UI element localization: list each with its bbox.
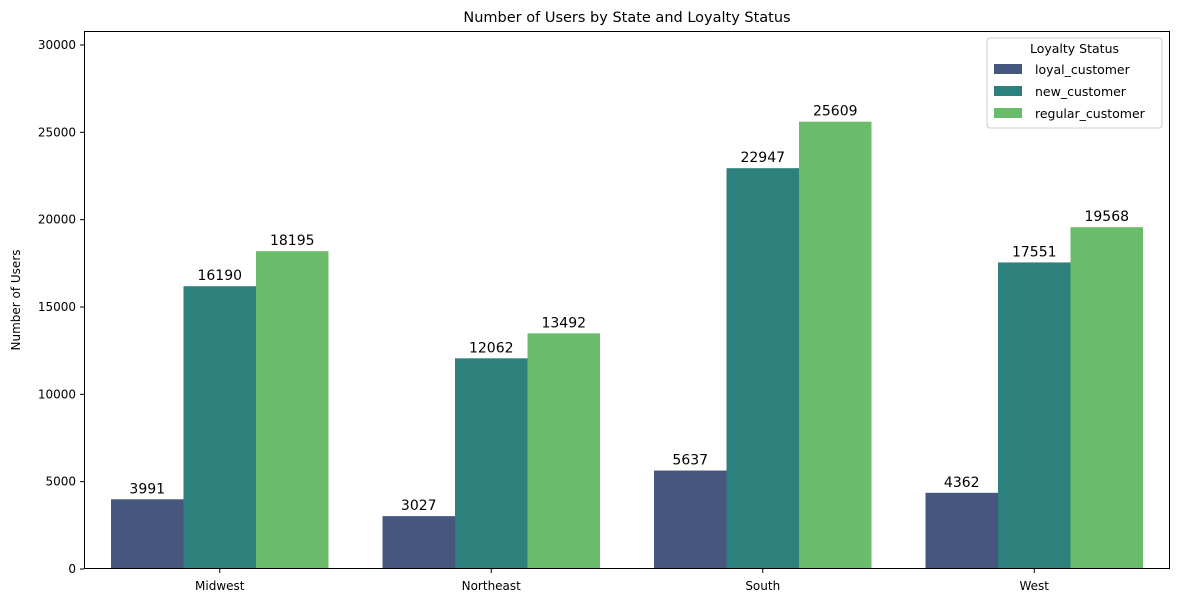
- data-labels-group: 3991 16190 18195 3027 12062 13492 5637 22947 256…: [129, 104, 1129, 514]
- data-label: 17551: [1012, 244, 1057, 260]
- bar-regular_customer: [799, 121, 872, 570]
- y-tick-label: 5000: [45, 475, 76, 489]
- chart-title: Number of Users by State and Loyalty Sta…: [463, 10, 790, 26]
- legend-label-regular_customer: regular_customer: [1035, 106, 1146, 121]
- bar-loyal_customer: [382, 516, 455, 569]
- legend-swatch-regular_customer: [994, 108, 1022, 118]
- legend: Loyalty Status loyal_customer new_customer…: [986, 37, 1163, 129]
- legend-swatch-loyal_customer: [994, 64, 1022, 74]
- bar-new_customer: [455, 358, 528, 569]
- bar-new_customer: [998, 262, 1071, 569]
- y-tick-label: 0: [68, 562, 76, 576]
- data-label: 25609: [813, 104, 858, 120]
- data-label: 19568: [1084, 209, 1129, 225]
- plot-frame: [84, 31, 1170, 569]
- x-axis: Midwest Northeast South West: [195, 569, 1049, 593]
- legend-label-loyal_customer: loyal_customer: [1035, 62, 1131, 77]
- legend-title: Loyalty Status: [1030, 41, 1119, 56]
- legend-label-new_customer: new_customer: [1035, 84, 1127, 99]
- bar-loyal_customer: [111, 499, 184, 569]
- legend-box: [986, 37, 1163, 129]
- bar-regular_customer: [527, 333, 600, 569]
- y-tick-label: 10000: [38, 387, 76, 401]
- data-label: 3027: [401, 498, 437, 514]
- y-axis: 0 5000 10000 15000 20000 25000 30000: [38, 38, 84, 576]
- y-tick-label: 25000: [38, 125, 76, 139]
- data-label: 18195: [270, 233, 315, 249]
- legend-swatch-new_customer: [994, 86, 1022, 96]
- bar-loyal_customer: [925, 492, 998, 569]
- data-label: 22947: [740, 150, 785, 166]
- x-tick-label: South: [745, 579, 780, 593]
- bar-regular_customer: [256, 251, 329, 569]
- y-tick-label: 30000: [38, 38, 76, 52]
- data-label: 4362: [944, 475, 980, 491]
- x-tick-label: West: [1019, 579, 1049, 593]
- x-tick-label: Northeast: [462, 579, 522, 593]
- y-tick-label: 15000: [38, 300, 76, 314]
- data-label: 16190: [197, 268, 242, 284]
- bars-group: [111, 121, 1143, 570]
- y-tick-label: 20000: [38, 213, 76, 227]
- bar-new_customer: [726, 168, 799, 569]
- data-label: 5637: [672, 453, 708, 469]
- x-tick-label: Midwest: [195, 579, 245, 593]
- data-label: 12062: [469, 340, 514, 356]
- y-axis-label: Number of Users: [9, 249, 23, 350]
- bar-loyal_customer: [654, 470, 727, 569]
- bar-new_customer: [183, 286, 256, 569]
- data-label: 13492: [541, 315, 586, 331]
- bar-regular_customer: [1070, 227, 1143, 570]
- data-label: 3991: [129, 481, 165, 497]
